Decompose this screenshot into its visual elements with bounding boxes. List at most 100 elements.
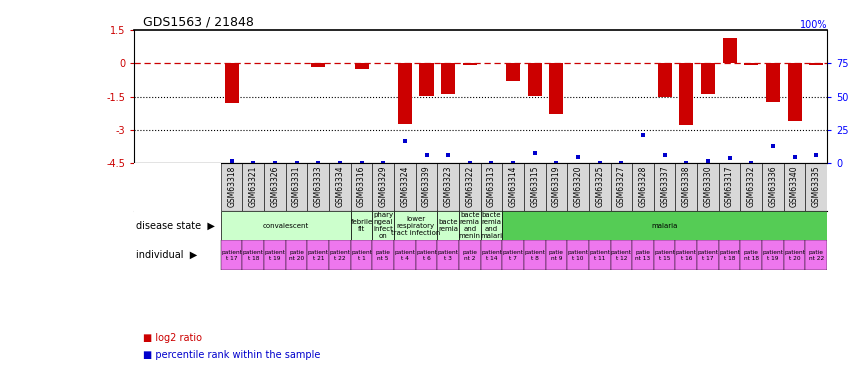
Text: patient
t 3: patient t 3 xyxy=(437,250,459,261)
Text: patie
nt 9: patie nt 9 xyxy=(549,250,564,261)
Bar xyxy=(611,164,632,211)
Bar xyxy=(419,63,434,96)
Text: GSM63325: GSM63325 xyxy=(595,166,604,207)
Text: patient
t 10: patient t 10 xyxy=(567,250,589,261)
Text: GSM63319: GSM63319 xyxy=(552,166,561,207)
Bar xyxy=(740,164,762,211)
Text: malaria: malaria xyxy=(651,222,678,228)
Text: GSM63340: GSM63340 xyxy=(790,166,799,207)
Bar xyxy=(805,164,827,211)
Bar xyxy=(372,240,394,270)
Text: GSM63338: GSM63338 xyxy=(682,166,691,207)
Text: GSM63324: GSM63324 xyxy=(400,166,410,207)
Text: GSM63317: GSM63317 xyxy=(725,166,734,207)
Text: GSM63336: GSM63336 xyxy=(768,166,778,207)
Bar xyxy=(784,240,805,270)
Bar xyxy=(354,63,369,69)
Text: GSM63337: GSM63337 xyxy=(660,166,669,207)
Bar xyxy=(722,39,737,63)
Bar xyxy=(762,164,784,211)
Text: GSM63334: GSM63334 xyxy=(335,166,345,207)
Text: GSM63314: GSM63314 xyxy=(508,166,518,207)
Bar xyxy=(394,240,416,270)
Bar xyxy=(459,211,481,240)
Text: GSM63335: GSM63335 xyxy=(811,166,821,207)
Bar xyxy=(506,63,520,81)
Bar xyxy=(394,211,437,240)
Bar xyxy=(459,164,481,211)
Text: patient
t 18: patient t 18 xyxy=(719,250,740,261)
Text: GSM63320: GSM63320 xyxy=(573,166,583,207)
Bar xyxy=(221,164,242,211)
Bar xyxy=(462,63,477,65)
Text: patient
t 1: patient t 1 xyxy=(351,250,372,261)
Text: patient
t 7: patient t 7 xyxy=(502,250,524,261)
Bar xyxy=(589,240,611,270)
Text: patient
t 14: patient t 14 xyxy=(481,250,502,261)
Text: patie
nt 20: patie nt 20 xyxy=(289,250,304,261)
Bar xyxy=(524,164,546,211)
Bar xyxy=(744,63,759,65)
Text: patient
t 12: patient t 12 xyxy=(611,250,632,261)
Text: ■ log2 ratio: ■ log2 ratio xyxy=(143,333,202,343)
Bar xyxy=(549,63,564,114)
Bar xyxy=(527,63,542,96)
Bar xyxy=(351,211,372,240)
Bar xyxy=(611,240,632,270)
Bar xyxy=(224,63,239,104)
Bar xyxy=(654,164,675,211)
Bar xyxy=(740,240,762,270)
Bar xyxy=(394,164,416,211)
Bar xyxy=(632,164,654,211)
Bar xyxy=(567,240,589,270)
Bar xyxy=(679,63,694,125)
Text: GSM63318: GSM63318 xyxy=(227,166,236,207)
Bar xyxy=(372,211,394,240)
Text: patient
t 16: patient t 16 xyxy=(675,250,697,261)
Bar xyxy=(697,164,719,211)
Bar xyxy=(546,240,567,270)
Bar xyxy=(242,240,264,270)
Bar xyxy=(502,164,524,211)
Bar xyxy=(481,211,502,240)
Bar xyxy=(264,164,286,211)
Text: GSM63329: GSM63329 xyxy=(378,166,388,207)
Text: patient
t 18: patient t 18 xyxy=(242,250,264,261)
Bar xyxy=(329,164,351,211)
Text: 100%: 100% xyxy=(799,20,827,30)
Bar xyxy=(221,240,242,270)
Text: patie
nt 5: patie nt 5 xyxy=(376,250,391,261)
Bar xyxy=(351,164,372,211)
Text: patie
nt 18: patie nt 18 xyxy=(744,250,759,261)
Text: patie
nt 22: patie nt 22 xyxy=(809,250,824,261)
Text: GSM63315: GSM63315 xyxy=(530,166,540,207)
Bar xyxy=(762,240,784,270)
Bar xyxy=(701,63,715,94)
Text: GSM63313: GSM63313 xyxy=(487,166,496,207)
Bar xyxy=(286,240,307,270)
Text: patient
t 21: patient t 21 xyxy=(307,250,329,261)
Bar xyxy=(134,164,221,211)
Bar xyxy=(307,164,329,211)
Bar xyxy=(787,63,802,121)
Text: patient
t 6: patient t 6 xyxy=(416,250,437,261)
Text: bacte
remia: bacte remia xyxy=(438,219,458,232)
Bar xyxy=(632,240,654,270)
Bar xyxy=(329,240,351,270)
Bar xyxy=(416,240,437,270)
Text: GSM63328: GSM63328 xyxy=(638,166,648,207)
Text: GSM63332: GSM63332 xyxy=(746,166,756,207)
Text: GSM63327: GSM63327 xyxy=(617,166,626,207)
Bar xyxy=(437,164,459,211)
Text: patient
t 19: patient t 19 xyxy=(264,250,286,261)
Bar xyxy=(697,240,719,270)
Bar xyxy=(397,63,412,124)
Bar xyxy=(351,240,372,270)
Bar xyxy=(809,63,824,65)
Bar xyxy=(654,240,675,270)
Text: GSM63331: GSM63331 xyxy=(292,166,301,207)
Text: GSM63323: GSM63323 xyxy=(443,166,453,207)
Text: patie
nt 13: patie nt 13 xyxy=(636,250,650,261)
Bar xyxy=(502,211,827,240)
Text: lower
respiratory
tract infection: lower respiratory tract infection xyxy=(391,216,441,236)
